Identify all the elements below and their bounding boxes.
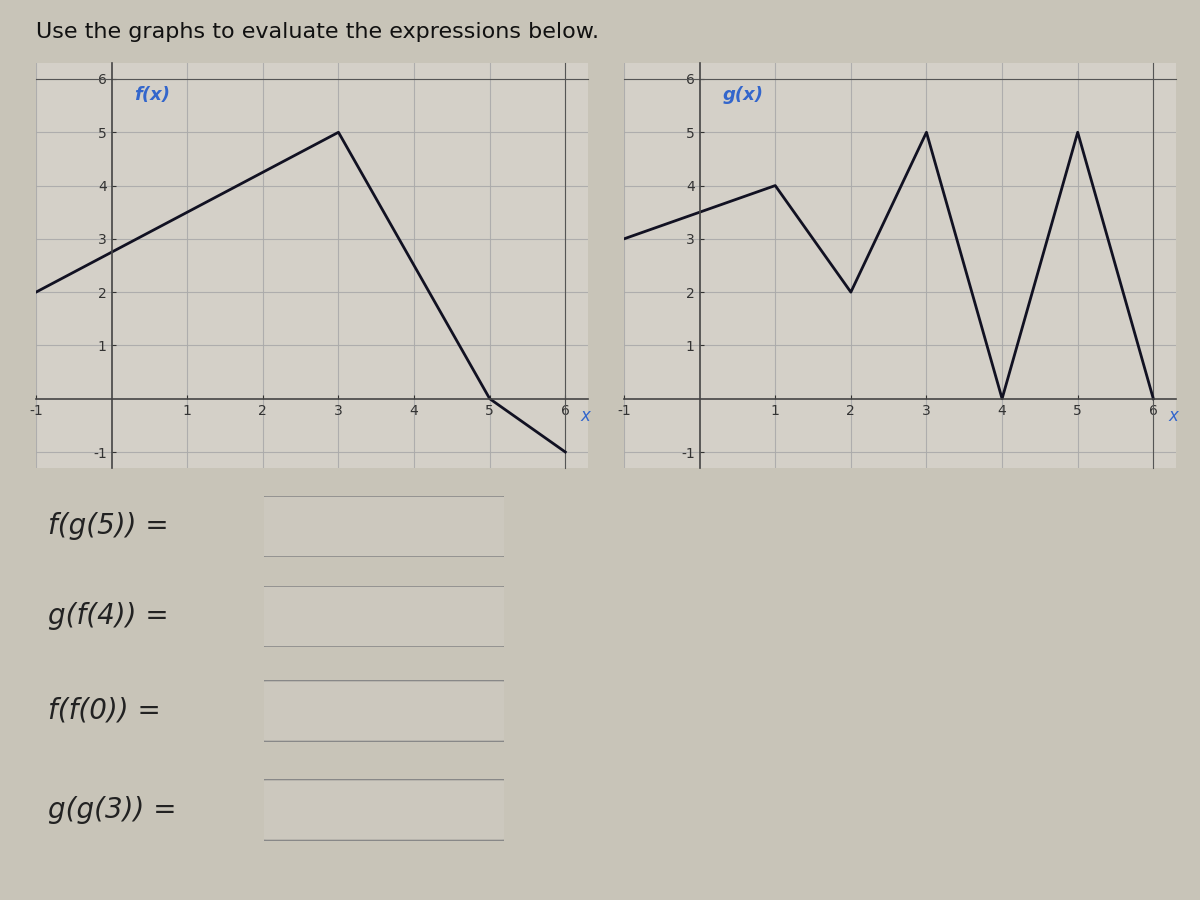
FancyBboxPatch shape [257,779,511,841]
FancyBboxPatch shape [257,496,511,557]
Text: x: x [1169,407,1178,425]
FancyBboxPatch shape [257,680,511,742]
Text: x: x [581,407,590,425]
Text: f(g(5)) =: f(g(5)) = [48,512,169,541]
Text: g(f(4)) =: g(f(4)) = [48,602,169,631]
Text: f(x): f(x) [134,86,170,104]
Text: g(g(3)) =: g(g(3)) = [48,796,176,824]
FancyBboxPatch shape [257,586,511,647]
Text: f(f(0)) =: f(f(0)) = [48,697,161,725]
Text: g(x): g(x) [722,86,763,104]
Text: Use the graphs to evaluate the expressions below.: Use the graphs to evaluate the expressio… [36,22,599,42]
